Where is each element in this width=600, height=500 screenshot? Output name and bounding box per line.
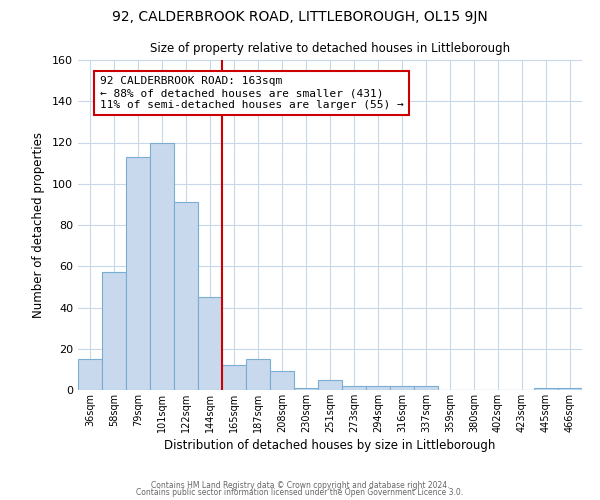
Y-axis label: Number of detached properties: Number of detached properties xyxy=(32,132,45,318)
Bar xyxy=(342,386,366,390)
Bar xyxy=(558,388,582,390)
Bar xyxy=(78,359,102,390)
Title: Size of property relative to detached houses in Littleborough: Size of property relative to detached ho… xyxy=(150,42,510,54)
Bar xyxy=(318,380,342,390)
Text: 92, CALDERBROOK ROAD, LITTLEBOROUGH, OL15 9JN: 92, CALDERBROOK ROAD, LITTLEBOROUGH, OL1… xyxy=(112,10,488,24)
Text: 92 CALDERBROOK ROAD: 163sqm
← 88% of detached houses are smaller (431)
11% of se: 92 CALDERBROOK ROAD: 163sqm ← 88% of det… xyxy=(100,76,403,110)
Text: Contains public sector information licensed under the Open Government Licence 3.: Contains public sector information licen… xyxy=(136,488,464,497)
Bar xyxy=(246,359,270,390)
Bar xyxy=(366,386,390,390)
Text: Contains HM Land Registry data © Crown copyright and database right 2024.: Contains HM Land Registry data © Crown c… xyxy=(151,480,449,490)
Bar xyxy=(534,388,558,390)
Bar xyxy=(414,386,438,390)
Bar xyxy=(270,372,294,390)
Bar xyxy=(150,142,174,390)
Bar xyxy=(390,386,414,390)
Bar xyxy=(198,297,222,390)
Bar xyxy=(174,202,198,390)
Bar xyxy=(222,365,246,390)
Bar xyxy=(102,272,126,390)
X-axis label: Distribution of detached houses by size in Littleborough: Distribution of detached houses by size … xyxy=(164,439,496,452)
Bar xyxy=(126,157,150,390)
Bar xyxy=(294,388,318,390)
